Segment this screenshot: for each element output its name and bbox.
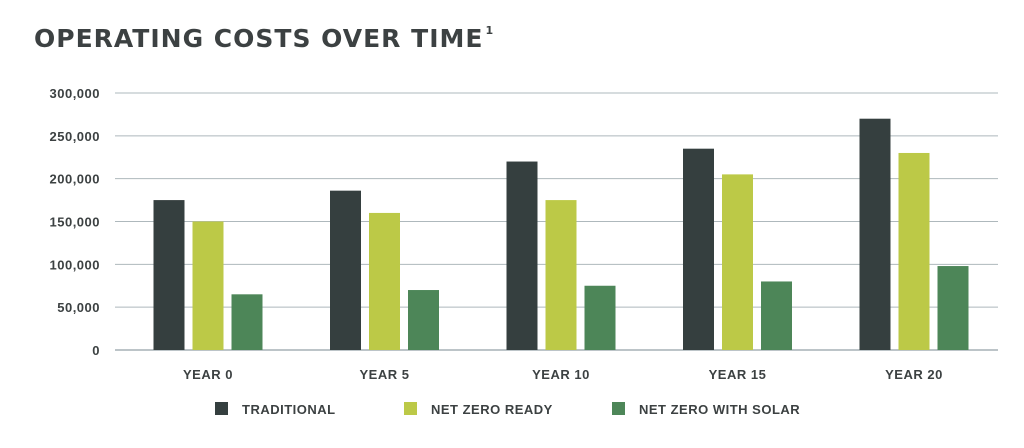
- y-tick-label: 200,000: [50, 172, 101, 187]
- chart-title-text: OPERATING COSTS OVER TIME: [34, 24, 484, 53]
- chart-title: OPERATING COSTS OVER TIME 1: [34, 24, 494, 53]
- legend-swatch: [612, 402, 625, 415]
- bar: [545, 200, 577, 350]
- legend-swatch: [215, 402, 228, 415]
- bar: [898, 152, 930, 350]
- x-tick-label: YEAR 15: [709, 367, 767, 382]
- bar: [722, 174, 753, 350]
- bar: [683, 148, 714, 350]
- x-tick-label: YEAR 10: [532, 367, 590, 382]
- x-tick-label: YEAR 20: [885, 367, 943, 382]
- bar: [761, 281, 792, 350]
- bar: [231, 294, 263, 350]
- legend-swatch: [404, 402, 417, 415]
- y-tick-label: 100,000: [50, 257, 101, 272]
- bar: [506, 161, 538, 350]
- y-tick-label: 150,000: [50, 215, 101, 230]
- bar: [859, 118, 891, 350]
- x-tick-label: YEAR 5: [360, 367, 410, 382]
- y-tick-label: 300,000: [50, 86, 101, 101]
- bar: [937, 266, 969, 350]
- legend-label: NET ZERO WITH SOLAR: [639, 402, 800, 417]
- y-tick-label: 250,000: [50, 129, 101, 144]
- y-tick-label: 50,000: [57, 300, 100, 315]
- bar: [330, 190, 361, 350]
- bar: [153, 200, 185, 350]
- bar: [369, 212, 400, 350]
- bar: [408, 290, 439, 350]
- title-footnote: 1: [485, 23, 495, 37]
- y-tick-label: 0: [92, 343, 100, 358]
- legend-label: NET ZERO READY: [431, 402, 553, 417]
- legend-label: TRADITIONAL: [242, 402, 336, 417]
- bar: [192, 221, 224, 350]
- bar: [584, 285, 616, 350]
- x-tick-label: YEAR 0: [183, 367, 233, 382]
